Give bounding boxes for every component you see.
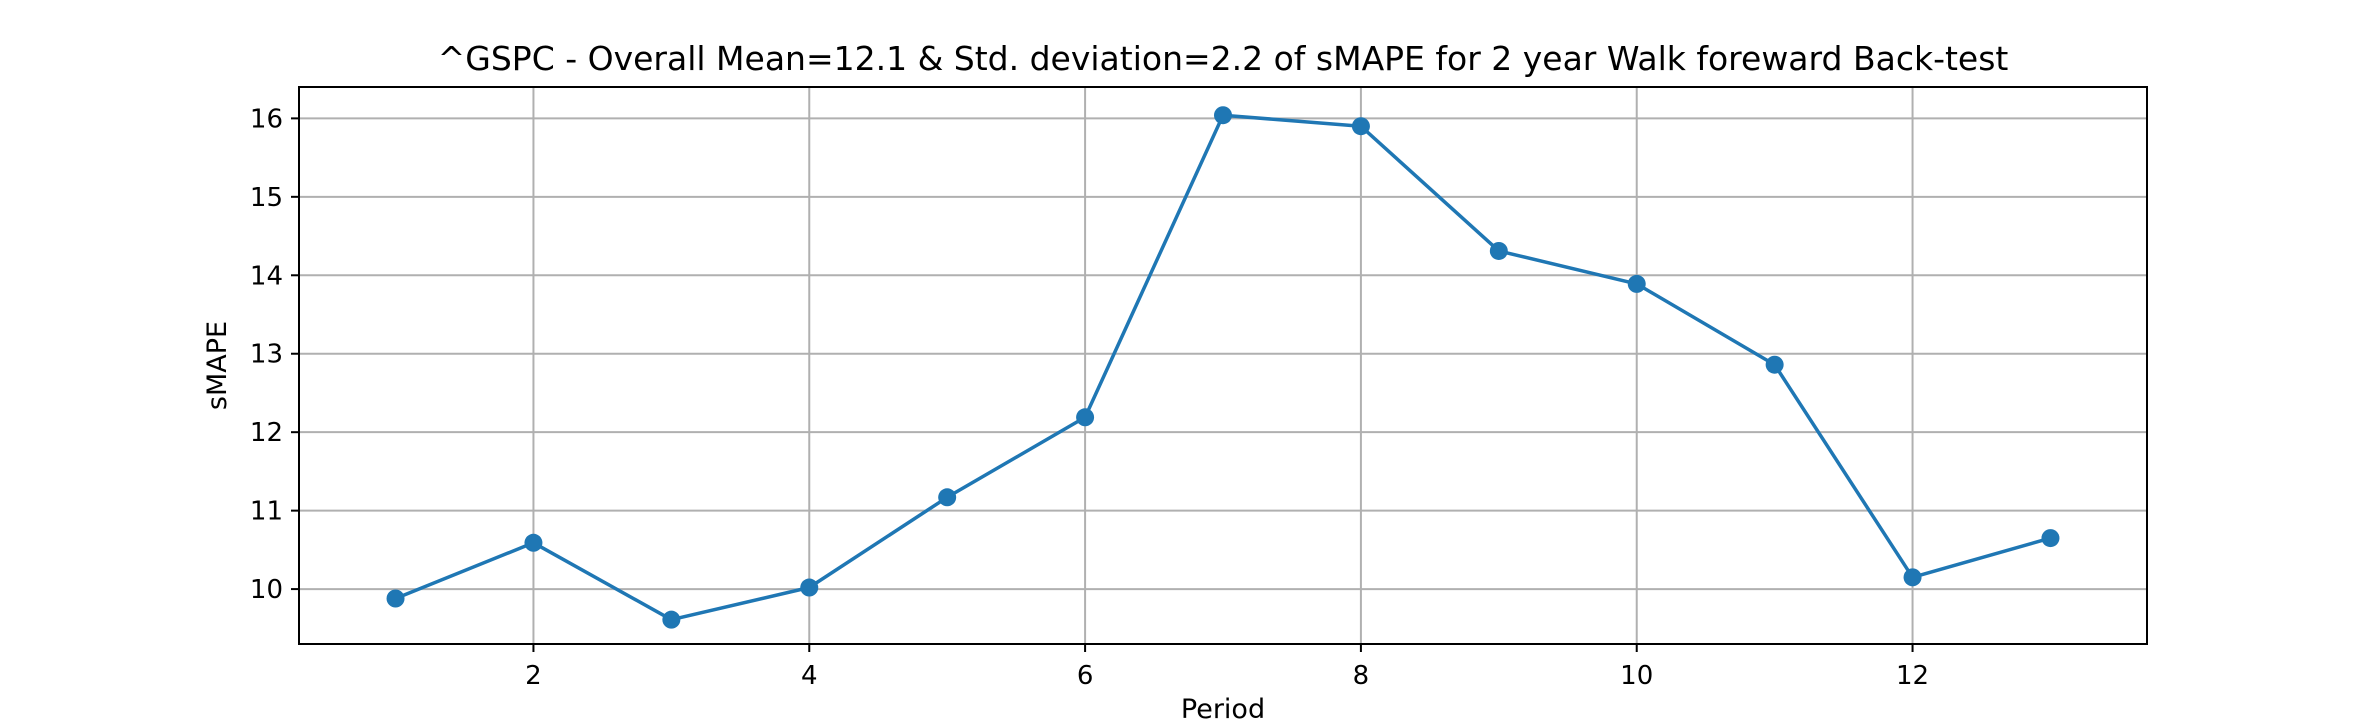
data-point bbox=[1489, 241, 1508, 260]
data-point bbox=[1627, 274, 1646, 293]
chart-title: ^GSPC - Overall Mean=12.1 & Std. deviati… bbox=[438, 39, 2009, 78]
data-point bbox=[662, 610, 681, 629]
plot-frame bbox=[298, 86, 2148, 645]
y-tick-label: 14 bbox=[250, 261, 283, 291]
data-point bbox=[2041, 529, 2060, 548]
x-tick-label: 12 bbox=[1896, 661, 1929, 691]
x-tick-label: 4 bbox=[801, 661, 818, 691]
x-tick-label: 8 bbox=[1353, 661, 1370, 691]
x-tick-label: 2 bbox=[525, 661, 542, 691]
data-point bbox=[1903, 568, 1922, 587]
y-tick-label: 11 bbox=[250, 497, 283, 527]
y-tick-label: 10 bbox=[250, 575, 283, 605]
ticks: 2 4 6 8 10 12 10 11 12 13 14 15 16 bbox=[250, 104, 1929, 691]
y-tick-label: 13 bbox=[250, 340, 283, 370]
data-point bbox=[386, 589, 405, 608]
x-axis-label: Period bbox=[1181, 694, 1265, 720]
y-tick-label: 16 bbox=[250, 104, 283, 134]
data-point bbox=[524, 533, 543, 552]
data-point bbox=[1076, 408, 1095, 427]
data-point bbox=[1351, 117, 1370, 136]
data-point bbox=[938, 488, 957, 507]
y-axis-label: sMAPE bbox=[202, 321, 233, 410]
y-tick-label: 12 bbox=[250, 418, 283, 448]
data-point bbox=[1765, 355, 1784, 374]
data-point bbox=[800, 578, 819, 597]
y-tick-label: 15 bbox=[250, 183, 283, 213]
data-point bbox=[1214, 106, 1232, 125]
x-tick-label: 6 bbox=[1077, 661, 1094, 691]
series-layer bbox=[386, 106, 2060, 629]
x-tick-label: 10 bbox=[1620, 661, 1653, 691]
